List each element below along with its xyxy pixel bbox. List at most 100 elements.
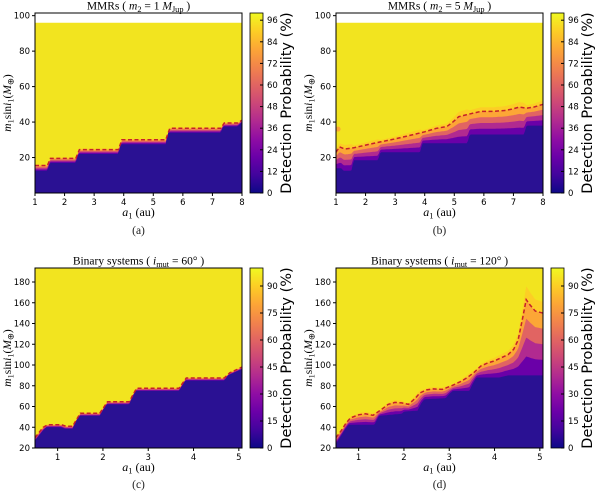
- x-tick-label: 4: [191, 453, 196, 463]
- colorbar-label: Detection Probability (%): [580, 12, 596, 193]
- low-probability-region: [336, 125, 543, 193]
- plot-area-a: [35, 13, 242, 193]
- x-tick-label: 3: [146, 453, 151, 463]
- x-tick-label: 1: [333, 198, 338, 208]
- y-tick-label: 40: [320, 118, 331, 128]
- colorbar-label: Detection Probability (%): [580, 267, 596, 448]
- x-tick-label: 3: [392, 198, 397, 208]
- plot-frame: [335, 267, 544, 449]
- colorbar-tick-label: 60: [267, 336, 278, 346]
- colorbar-tick-label: 30: [568, 390, 579, 400]
- x-tick-label: 6: [180, 198, 185, 208]
- y-tick-label: 20: [320, 154, 331, 164]
- x-tick-label: 8: [239, 198, 244, 208]
- panel-caption-d: (d): [432, 479, 447, 491]
- y-tick-label: 100: [14, 12, 30, 22]
- x-tick-label: 6: [481, 198, 486, 208]
- x-tick-label: 5: [452, 198, 457, 208]
- colorbar-tick-label: 75: [267, 309, 278, 319]
- colorbar-tick-label: 0: [568, 189, 573, 199]
- y-axis-label: m1sini1(M⊕): [2, 74, 16, 132]
- panel-title-a: MMRs ( m2 = 1 MJup ): [87, 1, 191, 15]
- panel-caption-b: (b): [432, 225, 447, 237]
- y-axis-label: m1sini1(M⊕): [303, 74, 317, 132]
- y-axis-label: m1sini1(M⊕): [303, 329, 317, 387]
- colorbar-tick-label: 96: [267, 16, 278, 26]
- dashed-contour: [336, 297, 543, 439]
- colorbar-tick-label: 60: [568, 81, 579, 91]
- panel-title-b: MMRs ( m2 = 5 MJup ): [388, 1, 492, 15]
- x-tick-label: 4: [492, 453, 497, 463]
- colorbar-tick-label: 84: [568, 38, 579, 48]
- colorbar-tick-label: 0: [267, 189, 272, 199]
- colorbar-tick-label: 0: [267, 444, 272, 454]
- colorbar-tick-label: 36: [267, 124, 278, 134]
- x-tick-label: 1: [356, 453, 361, 463]
- x-tick-label: 3: [447, 453, 452, 463]
- low-probability-region: [35, 369, 242, 448]
- dashed-contour: [35, 366, 242, 439]
- x-tick-label: 4: [422, 198, 427, 208]
- y-tick-label: 40: [320, 423, 331, 433]
- x-tick-label: 5: [151, 198, 156, 208]
- x-tick-label: 3: [91, 198, 96, 208]
- panel-caption-a: (a): [132, 225, 145, 237]
- colorbar-tick-label: 36: [568, 124, 579, 134]
- y-tick-label: 100: [14, 361, 30, 371]
- panel-title-d: Binary systems ( imut = 120° ): [371, 256, 508, 270]
- colorbar-tick-label: 12: [568, 167, 579, 177]
- colorbar-tick-label: 75: [568, 309, 579, 319]
- colorbar: [249, 12, 264, 194]
- y-tick-label: 20: [19, 154, 30, 164]
- colorbar: [550, 267, 565, 449]
- y-tick-label: 40: [19, 423, 30, 433]
- x-tick-label: 2: [62, 198, 67, 208]
- colorbar-label: Detection Probability (%): [279, 267, 295, 448]
- x-axis-label: a1 (au): [122, 460, 155, 476]
- y-tick-label: 140: [14, 320, 30, 330]
- panel-caption-c: (c): [132, 479, 145, 491]
- colorbar-label: Detection Probability (%): [279, 12, 295, 193]
- y-tick-label: 60: [320, 83, 331, 93]
- plot-frame: [335, 12, 544, 194]
- colorbar-tick-label: 96: [568, 16, 579, 26]
- colorbar-tick-label: 48: [267, 103, 278, 113]
- y-tick-label: 20: [19, 444, 30, 454]
- x-tick-label: 7: [511, 198, 516, 208]
- y-tick-label: 80: [19, 382, 30, 392]
- y-tick-label: 60: [19, 403, 30, 413]
- y-tick-label: 80: [19, 47, 30, 57]
- dashed-contour: [336, 103, 543, 153]
- x-tick-label: 4: [121, 198, 126, 208]
- plot-frame: [34, 12, 243, 194]
- x-axis-label: a1 (au): [423, 460, 456, 476]
- colorbar-tick-label: 90: [267, 282, 278, 292]
- x-tick-label: 1: [32, 198, 37, 208]
- colorbar-tick-label: 24: [568, 146, 579, 156]
- colorbar-tick-label: 12: [267, 167, 278, 177]
- no-data-strip: [35, 13, 242, 23]
- y-tick-label: 180: [315, 278, 331, 288]
- colorbar-tick-label: 24: [267, 146, 278, 156]
- colorbar-tick-label: 15: [568, 417, 579, 427]
- y-tick-label: 100: [315, 361, 331, 371]
- y-axis-label: m1sini1(M⊕): [2, 329, 16, 387]
- colorbar-tick-label: 30: [267, 390, 278, 400]
- x-tick-label: 2: [100, 453, 105, 463]
- y-tick-label: 180: [14, 278, 30, 288]
- no-data-strip: [336, 13, 543, 23]
- colorbar-tick-label: 48: [568, 103, 579, 113]
- y-tick-label: 80: [320, 47, 331, 57]
- colorbar-tick-label: 72: [568, 59, 579, 69]
- colorbar: [249, 267, 264, 449]
- colorbar-tick-label: 45: [568, 363, 579, 373]
- x-axis-label: a1 (au): [423, 205, 456, 221]
- y-tick-label: 20: [320, 444, 331, 454]
- x-tick-label: 5: [236, 453, 241, 463]
- y-tick-label: 160: [315, 299, 331, 309]
- colorbar-tick-label: 60: [568, 336, 579, 346]
